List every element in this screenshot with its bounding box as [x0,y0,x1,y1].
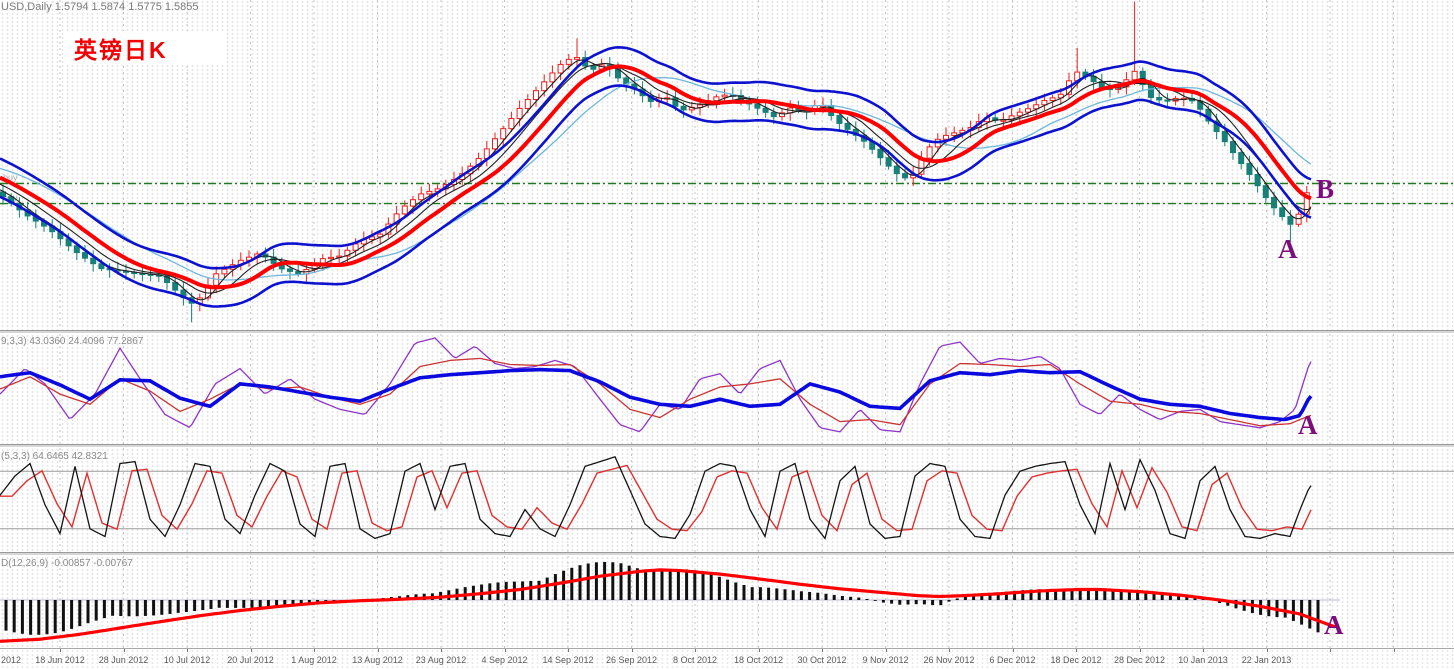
axis-date-label: 6 Dec 2012 [989,655,1036,665]
axis-date-label: 18 Dec 2012 [1050,655,1102,665]
band-lower [0,84,1312,308]
axis-date-label: 10 Jul 2012 [163,655,211,665]
order-line-label: buy [3,173,18,183]
axis-date-label: 14 Sep 2012 [542,655,594,665]
kdj-chart-canvas[interactable] [0,334,1454,444]
axis-tick [60,649,61,652]
stochastic-chart-canvas[interactable] [0,448,1454,552]
axis-date-label: 8 Oct 2012 [672,655,718,665]
axis-date-label: 22 Jan 2013 [1241,655,1292,665]
annotation-letter-b-0[interactable]: B [1316,174,1335,204]
chinese-text-label-object[interactable]: 英镑日K [66,31,226,64]
stoch-line-d [0,464,1312,533]
kdj-indicator-panel[interactable] [0,334,1454,444]
macd-signal-line [0,568,1336,643]
kdj-indicator-label: 9,3,3) 43.0360 24.4096 77.2867 [1,336,144,347]
axis-tick [695,649,696,652]
panel-splitter-2[interactable] [0,444,1454,448]
axis-tick [123,649,125,652]
axis-date-label: 18 Oct 2012 [733,655,784,665]
axis-date-label: 1 Aug 2012 [291,655,337,665]
axis-date-label: 18 Jun 2012 [35,655,85,665]
axis-tick [1203,649,1204,652]
vertical-gridlines [59,0,1394,330]
axis-tick [1393,649,1395,652]
ma-red-main [0,64,1312,290]
ma-black-fast [0,59,1312,301]
axis-tick [1012,649,1014,652]
axis-tick [1266,649,1268,652]
axis-tick [377,649,379,652]
axis-date-label: 26 Nov 2012 [923,655,975,665]
axis-date-label: 30 Oct 2012 [797,655,847,665]
axis-tick [885,649,887,652]
price-chart-canvas[interactable]: buybuy [0,0,1454,330]
stoch-line-k [0,455,1312,540]
axis-date-label: 26 Sep 2012 [605,655,658,665]
price-panel[interactable]: buybuy USD,Daily 1.5794 1.5874 1.5775 1.… [0,0,1454,330]
axis-date-label: 9 Nov 2012 [862,655,909,665]
axis-date-label: 28 Dec 2012 [1113,655,1166,665]
axis-date-label: 20 Jul 2012 [227,655,274,665]
time-axis[interactable]: 2012 18 Jun 2012 28 Jun 2012 10 Jul 2012 20 … [0,648,1454,669]
axis-tick [568,649,569,652]
axis-tick [758,649,760,652]
macd-chart-canvas[interactable] [0,556,1454,648]
axis-tick [949,649,950,652]
axis-tick [1076,649,1077,652]
chart-ohlc-title: USD,Daily 1.5794 1.5874 1.5775 1.5855 [1,1,199,13]
chinese-text-label: 英镑日K [74,36,168,63]
axis-tick [314,649,315,652]
stochastic-indicator-label: (5,3,3) 64.6465 42.8321 [1,451,108,462]
axis-tick [187,649,188,652]
axis-date-label: 13 Aug 2012 [352,655,403,665]
panel-splitter-1[interactable] [0,330,1454,334]
axis-tick [1330,649,1331,652]
kdj-line-d [0,357,1312,427]
axis-date-label: 2012 [1,655,22,665]
kdj-line-j [0,337,1312,433]
macd-indicator-panel[interactable] [0,556,1454,648]
ma-black-slow [0,63,1312,294]
vertical-gridlines [59,334,1394,444]
ma-cyan-slow [0,77,1312,281]
axis-tick [504,649,506,652]
axis-tick [1139,649,1141,652]
axis-tick [822,649,823,652]
axis-date-label: 10 Jan 2013 [1178,655,1228,665]
axis-date-label: 4 Sep 2012 [481,655,528,665]
order-levels: buybuy [0,173,1454,205]
axis-date-label: 23 Aug 2012 [415,655,467,665]
annotation-letter-a-1[interactable]: A [1278,234,1298,264]
band-upper [0,45,1312,270]
kdj-line-k [0,367,1313,422]
axis-tick [250,649,252,652]
annotation-letter-a-3[interactable]: A [1324,610,1344,640]
axis-date-label: 28 Jun 2012 [98,655,149,665]
panel-splitter-3[interactable] [0,552,1454,556]
axis-tick [441,649,442,652]
stochastic-indicator-panel[interactable] [0,448,1454,552]
axis-tick [631,649,633,652]
macd-histogram [4,561,1320,635]
macd-indicator-label: D(12,26,9) -0.00857 -0.00767 [1,558,133,569]
annotation-letter-a-2[interactable]: A [1298,410,1318,440]
vertical-gridlines [59,448,1394,552]
